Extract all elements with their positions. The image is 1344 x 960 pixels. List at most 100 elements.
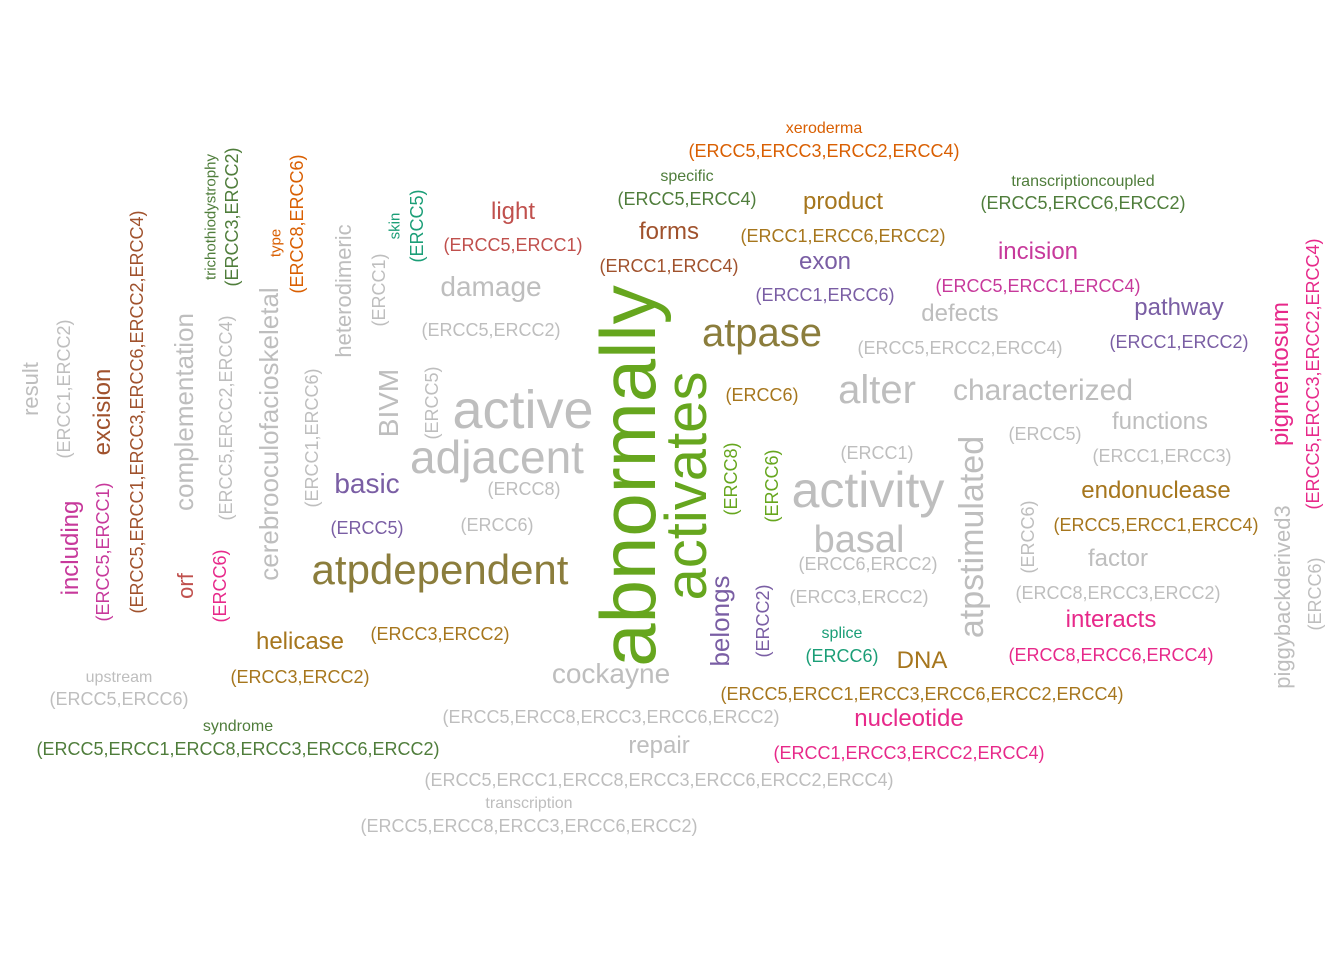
- cloud-word-active: active: [452, 380, 594, 440]
- cloud-word-product: product: [802, 188, 884, 215]
- cloud-word-atpstimulated: atpstimulated: [953, 435, 991, 639]
- gene-set-label: (ERCC3,ERCC2): [222, 147, 242, 287]
- gene-set-label: (ERCC5,ERCC1,ERCC3,ERCC6,ERCC2,ERCC4): [720, 684, 1124, 704]
- gene-set-label: (ERCC5,ERCC2,ERCC4): [857, 338, 1063, 358]
- cloud-word-specific: specific: [660, 168, 714, 185]
- cloud-word-including: including: [57, 500, 84, 596]
- gene-set-label: (ERCC8,ERCC6,ERCC4): [1008, 645, 1214, 665]
- gene-set-label: (ERCC8,ERCC6): [287, 154, 307, 294]
- gene-set-label: (ERCC5): [407, 189, 427, 263]
- gene-set-label: (ERCC3,ERCC2): [789, 587, 929, 607]
- cloud-word-endonuclease: endonuclease: [1081, 477, 1231, 504]
- cloud-word-interacts: interacts: [1065, 606, 1157, 633]
- cloud-word-defects: defects: [921, 300, 999, 327]
- gene-set-label: (ERCC5,ERCC3,ERCC2,ERCC4): [1303, 238, 1323, 510]
- gene-set-label: (ERCC5,ERCC1,ERCC8,ERCC3,ERCC6,ERCC2): [36, 739, 440, 759]
- gene-set-label: (ERCC1,ERCC6,ERCC2): [740, 226, 946, 246]
- gene-set-label: (ERCC5,ERCC1): [443, 235, 583, 255]
- cloud-word-result: result: [18, 362, 43, 416]
- gene-set-label: (ERCC5,ERCC1): [93, 482, 113, 622]
- gene-set-label: (ERCC5): [422, 366, 442, 440]
- gene-set-label: (ERCC6): [460, 515, 534, 535]
- cloud-word-xeroderma: xeroderma: [785, 120, 863, 137]
- cloud-word-belongs: belongs: [705, 575, 735, 667]
- gene-set-label: (ERCC5,ERCC1,ERCC4): [1053, 515, 1259, 535]
- cloud-word-basal: basal: [813, 519, 905, 561]
- cloud-word-repair: repair: [628, 732, 690, 759]
- cloud-word-dna: DNA: [896, 647, 948, 674]
- cloud-word-cockayne: cockayne: [551, 658, 671, 689]
- gene-set-label: (ERCC3,ERCC2): [370, 624, 510, 644]
- cloud-word-pigmentosum: pigmentosum: [1267, 301, 1294, 447]
- cloud-word-excision: excision: [89, 368, 116, 456]
- gene-set-label: (ERCC8): [721, 442, 741, 516]
- gene-set-label: (ERCC6): [725, 385, 799, 405]
- gene-set-label: (ERCC5,ERCC2): [421, 320, 561, 340]
- cloud-word-factor: factor: [1087, 545, 1149, 572]
- cloud-word-incision: incision: [997, 238, 1079, 265]
- cloud-word-atpdependent: atpdependent: [311, 546, 569, 593]
- cloud-word-exon: exon: [798, 248, 852, 275]
- gene-set-label: (ERCC5,ERCC1,ERCC4): [935, 276, 1141, 296]
- gene-set-label: (ERCC1,ERCC3): [1092, 446, 1232, 466]
- cloud-word-adjacent: adjacent: [410, 431, 584, 483]
- gene-set-label: (ERCC5,ERCC6): [49, 689, 189, 709]
- cloud-word-transcription: transcription: [485, 795, 573, 812]
- cloud-word-syndrome: syndrome: [202, 718, 274, 735]
- gene-set-label: (ERCC1,ERCC2): [1109, 332, 1249, 352]
- gene-set-label: (ERCC5,ERCC3,ERCC2,ERCC4): [688, 141, 960, 161]
- gene-set-label: (ERCC3,ERCC2): [230, 667, 370, 687]
- gene-set-label: (ERCC5,ERCC6,ERCC2): [980, 193, 1186, 213]
- gene-set-label: (ERCC8,ERCC3,ERCC2): [1015, 583, 1221, 603]
- cloud-word-trichothiodystrophy: trichothiodystrophy: [202, 154, 220, 280]
- cloud-word-helicase: helicase: [255, 628, 345, 655]
- gene-set-label: (ERCC5): [1008, 424, 1082, 444]
- cloud-word-pathway: pathway: [1134, 294, 1224, 321]
- gene-set-label: (ERCC1,ERCC6): [755, 285, 895, 305]
- gene-set-label: (ERCC8): [487, 479, 561, 499]
- gene-set-label: (ERCC5,ERCC1,ERCC3,ERCC6,ERCC2,ERCC4): [127, 210, 147, 614]
- cloud-word-basic: basic: [334, 468, 400, 499]
- cloud-word-characterized: characterized: [952, 374, 1134, 407]
- cloud-word-atpase: atpase: [701, 311, 823, 355]
- gene-set-label: (ERCC6): [762, 449, 782, 523]
- gene-set-label: (ERCC1): [369, 253, 389, 327]
- cloud-word-orf: orf: [173, 573, 198, 599]
- cloud-word-type: type: [267, 228, 285, 258]
- gene-set-label: (ERCC5,ERCC4): [617, 189, 757, 209]
- gene-set-label: (ERCC1,ERCC4): [599, 256, 739, 276]
- gene-set-label: (ERCC1,ERCC2): [54, 319, 74, 459]
- cloud-word-transcriptioncoupled: transcriptioncoupled: [1011, 173, 1155, 190]
- cloud-word-nucleotide: nucleotide: [854, 705, 964, 732]
- cloud-word-light: light: [490, 198, 536, 225]
- cloud-word-piggybackderived3: piggybackderived3: [1270, 505, 1295, 689]
- gene-set-label: (ERCC6): [805, 646, 879, 666]
- gene-set-label: (ERCC2): [753, 584, 773, 658]
- cloud-word-bivm: BIVM: [373, 368, 404, 438]
- cloud-word-damage: damage: [440, 271, 542, 302]
- cloud-word-functions: functions: [1111, 408, 1209, 435]
- cloud-word-activity: activity: [791, 462, 945, 518]
- gene-set-label: (ERCC5,ERCC2,ERCC4): [216, 315, 236, 521]
- gene-set-label: (ERCC5,ERCC8,ERCC3,ERCC6,ERCC2): [442, 707, 780, 727]
- gene-set-label: (ERCC6): [1018, 500, 1038, 574]
- gene-set-label: (ERCC1): [840, 443, 914, 463]
- gene-set-label: (ERCC6): [210, 549, 230, 623]
- gene-set-label: (ERCC6): [1305, 557, 1325, 631]
- gene-set-label: (ERCC5,ERCC8,ERCC3,ERCC6,ERCC2): [360, 816, 698, 836]
- cloud-word-heterodimeric: heterodimeric: [331, 224, 356, 358]
- cloud-word-cerebrooculofacioskeletal: cerebrooculofacioskeletal: [254, 287, 284, 581]
- gene-set-label: (ERCC5,ERCC1,ERCC8,ERCC3,ERCC6,ERCC2,ERC…: [424, 770, 894, 790]
- cloud-word-skin: skin: [386, 212, 404, 240]
- gene-set-label: (ERCC1,ERCC3,ERCC2,ERCC4): [773, 743, 1045, 763]
- cloud-word-alter: alter: [838, 368, 916, 412]
- cloud-word-upstream: upstream: [85, 669, 153, 686]
- cloud-word-activates: activates: [654, 371, 719, 601]
- cloud-word-splice: splice: [821, 625, 863, 642]
- cloud-word-forms: forms: [639, 218, 699, 245]
- cloud-word-complementation: complementation: [169, 313, 199, 511]
- gene-set-label: (ERCC1,ERCC6): [302, 368, 322, 508]
- gene-set-label: (ERCC5): [330, 518, 404, 538]
- gene-set-label: (ERCC6,ERCC2): [798, 554, 938, 574]
